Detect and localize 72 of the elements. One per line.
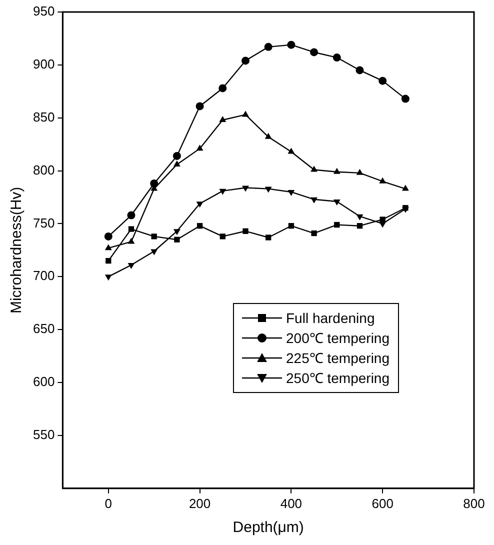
point	[150, 249, 158, 256]
y-tick-label: 600	[32, 374, 55, 390]
point	[128, 263, 135, 270]
point	[196, 223, 203, 229]
y-tick-label: 800	[32, 162, 55, 178]
point	[173, 229, 180, 236]
point	[242, 228, 248, 234]
point	[150, 180, 158, 188]
y-axis-title: Microhardness(Hv)	[8, 186, 26, 314]
point	[218, 84, 227, 92]
point	[310, 197, 318, 204]
x-tick-label: 0	[104, 496, 112, 511]
legend-label: Full hardening	[286, 309, 375, 328]
y-tick-label: 550	[32, 427, 55, 442]
point	[288, 223, 294, 229]
y-tick-label: 950	[32, 4, 55, 19]
point	[356, 214, 364, 220]
point	[266, 234, 272, 240]
point	[402, 184, 409, 191]
legend-label: 225℃ tempering	[286, 349, 390, 368]
point	[287, 40, 296, 49]
point	[332, 54, 341, 62]
x-tick-label: 400	[280, 496, 302, 511]
x-tick-label: 600	[372, 496, 394, 511]
point	[380, 216, 386, 222]
point	[104, 232, 112, 240]
point	[242, 110, 249, 117]
y-tick-label: 850	[32, 109, 55, 124]
point	[310, 166, 318, 172]
point	[241, 56, 250, 65]
point	[264, 186, 272, 193]
point	[334, 222, 340, 228]
point	[106, 258, 112, 264]
point	[174, 236, 180, 242]
point	[288, 190, 295, 196]
point	[379, 177, 386, 184]
point	[196, 102, 204, 110]
point	[128, 238, 135, 244]
x-tick-label: 800	[463, 496, 485, 511]
point	[333, 168, 340, 174]
point	[264, 42, 272, 51]
point	[104, 274, 112, 281]
point	[196, 202, 204, 208]
y-tick-label: 900	[32, 56, 55, 72]
legend-label: 250℃ tempering	[286, 369, 390, 388]
point	[242, 186, 249, 192]
y-tick-label: 650	[32, 321, 55, 336]
point	[288, 148, 295, 154]
point	[104, 244, 112, 250]
point	[310, 48, 318, 56]
y-tick-label: 750	[32, 215, 55, 230]
point	[333, 200, 340, 206]
point	[401, 94, 410, 103]
point	[264, 132, 272, 139]
y-tick-label: 700	[32, 268, 55, 284]
point	[356, 66, 364, 74]
point	[128, 226, 134, 232]
point	[151, 234, 157, 240]
point	[173, 160, 180, 166]
point	[219, 188, 226, 195]
point	[311, 230, 317, 236]
point	[378, 76, 387, 85]
point	[196, 144, 204, 151]
point	[220, 234, 226, 240]
point	[219, 116, 226, 122]
legend-label: 200℃ tempering	[286, 329, 390, 348]
x-tick-label: 200	[188, 496, 211, 511]
point	[356, 168, 364, 175]
point	[172, 152, 181, 160]
point	[356, 223, 363, 229]
x-axis-title: Depth(μm)	[232, 519, 304, 536]
point	[127, 211, 136, 220]
